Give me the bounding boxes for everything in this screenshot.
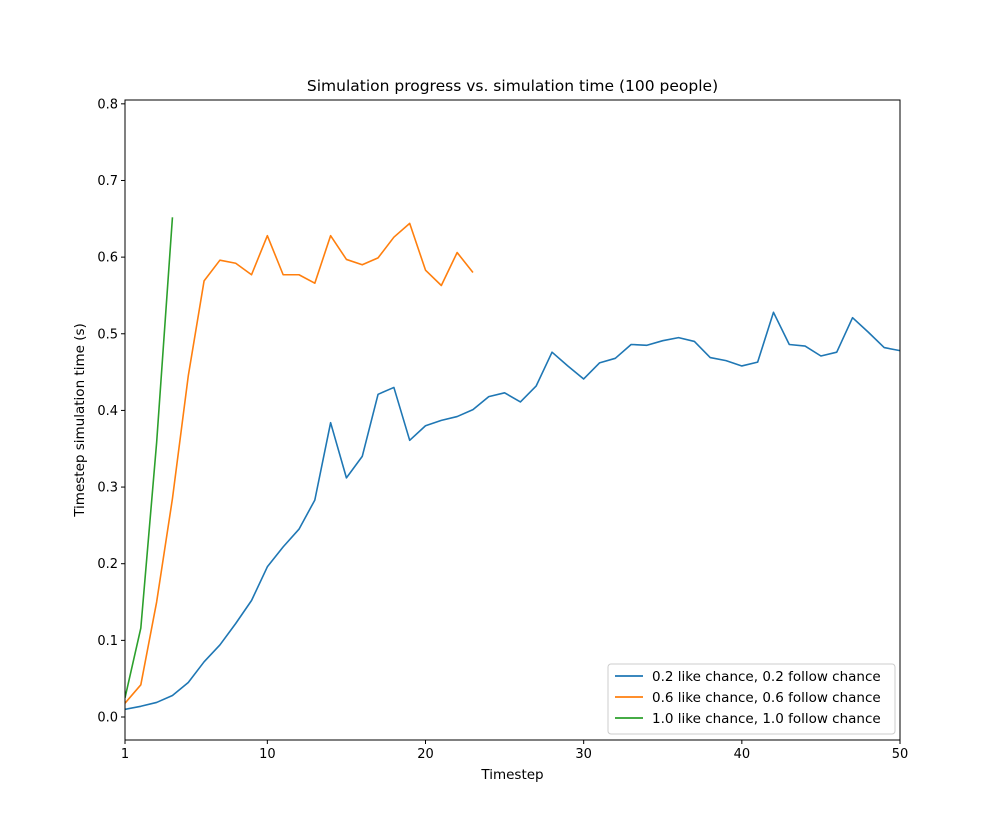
legend: 0.2 like chance, 0.2 follow chance 0.6 li… (607, 663, 896, 735)
plot-area-frame (124, 99, 901, 741)
legend-label: 0.2 like chance, 0.2 follow chance (652, 669, 881, 685)
y-tick-label: 0.3 (97, 481, 118, 496)
x-axis: 1 10 20 30 40 50 (121, 740, 908, 762)
legend-box (607, 663, 896, 735)
y-axis-label: Timestep simulation time (s) (72, 323, 88, 518)
series-layer (125, 217, 900, 711)
x-tick-label: 10 (259, 747, 276, 762)
series-line-3 (125, 217, 174, 699)
x-tick-label: 30 (575, 747, 592, 762)
x-axis-label: Timestep (480, 767, 543, 783)
y-tick-label: 0.5 (97, 327, 118, 342)
y-tick-label: 0.7 (97, 174, 118, 189)
y-tick-label: 0.8 (97, 97, 118, 112)
y-axis: 0.0 0.1 0.2 0.3 0.4 0.5 0.6 0.7 0.8 (97, 97, 125, 726)
series-line-2 (125, 222, 474, 704)
y-tick-label: 0.0 (97, 711, 118, 726)
y-tick-label: 0.4 (97, 404, 118, 419)
y-tick-label: 0.1 (97, 634, 118, 649)
x-tick-label: 50 (892, 747, 909, 762)
legend-label: 1.0 like chance, 1.0 follow chance (652, 711, 881, 727)
x-tick-label: 20 (417, 747, 434, 762)
x-tick-label: 40 (734, 747, 751, 762)
legend-label: 0.6 like chance, 0.6 follow chance (652, 690, 881, 706)
y-tick-label: 0.6 (97, 251, 118, 266)
y-tick-label: 0.2 (97, 557, 118, 572)
series-line-1 (125, 311, 900, 711)
chart-title: Simulation progress vs. simulation time … (307, 77, 718, 95)
x-tick-label: 1 (121, 747, 129, 762)
